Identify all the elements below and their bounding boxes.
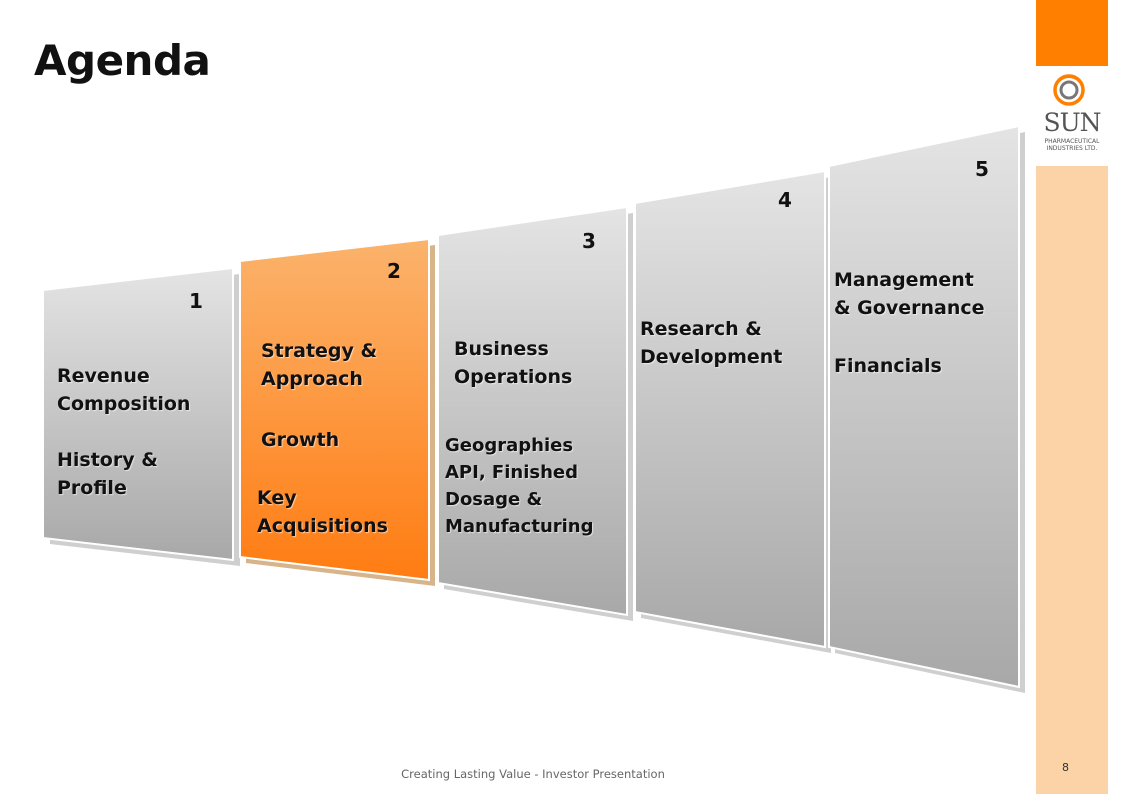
panel-4-text: Research & Development: [640, 315, 782, 371]
panel-2-shape: [239, 237, 435, 586]
panel-5-line: & Governance: [834, 297, 985, 319]
panel-2-line: Strategy &: [261, 340, 378, 362]
panel-2-line: Growth: [261, 429, 340, 451]
panel-3-subline: Dosage &: [445, 489, 543, 510]
sun-logo-icon: [1053, 74, 1085, 106]
page-number: 8: [1062, 761, 1069, 774]
panel-2-spacer: [261, 393, 377, 426]
panel-3-text: Business Operations: [454, 335, 572, 391]
panel-5-shape: [828, 124, 1025, 693]
panel-1-number: 1: [189, 289, 203, 313]
logo-wordmark: SUN: [1043, 108, 1101, 137]
panel-1-line: Profile: [57, 477, 127, 499]
panel-3-line: Business: [454, 338, 549, 360]
logo-subtitle-line2: INDUSTRIES LTD.: [1046, 145, 1098, 152]
panel-3-subline: API, Finished: [445, 462, 578, 483]
panel-4-number: 4: [778, 188, 792, 212]
panel-1-text: Revenue Composition History & Profile: [57, 362, 190, 502]
panel-3-subline: Manufacturing: [445, 516, 594, 537]
panel-5-line: Financials: [834, 355, 942, 377]
panel-2-number: 2: [387, 259, 401, 283]
logo-subtitle: PHARMACEUTICAL INDUSTRIES LTD.: [1036, 138, 1108, 152]
panel-3-subline: Geographies: [445, 435, 574, 456]
panel-4-line: Development: [640, 346, 783, 368]
panel-3-line: Operations: [454, 366, 573, 388]
panel-1-line: History &: [57, 449, 158, 471]
panel-5-number: 5: [975, 157, 989, 181]
logo-subtitle-line1: PHARMACEUTICAL: [1044, 138, 1100, 145]
panel-4-line: Research &: [640, 318, 762, 340]
accent-bar-top: [1036, 0, 1108, 66]
panel-3-number: 3: [582, 229, 596, 253]
panel-1-line: Revenue: [57, 365, 150, 387]
panel-2-line: Key: [257, 487, 297, 509]
panel-2-line: Approach: [261, 368, 363, 390]
company-logo: SUN PHARMACEUTICAL INDUSTRIES LTD.: [1036, 70, 1108, 162]
accent-bar-side: [1036, 166, 1108, 794]
panel-2-line: Acquisitions: [257, 515, 388, 537]
panel-1-shape: [42, 266, 240, 566]
panel-3-shape: [437, 205, 633, 621]
panel-1-spacer: [57, 418, 190, 446]
page-title: Agenda: [34, 36, 211, 85]
panel-2-text-lower: Key Acquisitions: [257, 484, 388, 540]
panel-4-shape: [634, 169, 831, 653]
panel-5-text: Management & Governance Financials: [834, 266, 985, 380]
panel-2-text: Strategy & Approach Growth: [261, 337, 377, 454]
panel-3-subtext: Geographies API, Finished Dosage & Manuf…: [445, 432, 594, 540]
footer-text: Creating Lasting Value - Investor Presen…: [401, 767, 665, 781]
panel-5-spacer: [834, 322, 985, 352]
panel-1-line: Composition: [57, 393, 191, 415]
panel-5-line: Management: [834, 269, 974, 291]
